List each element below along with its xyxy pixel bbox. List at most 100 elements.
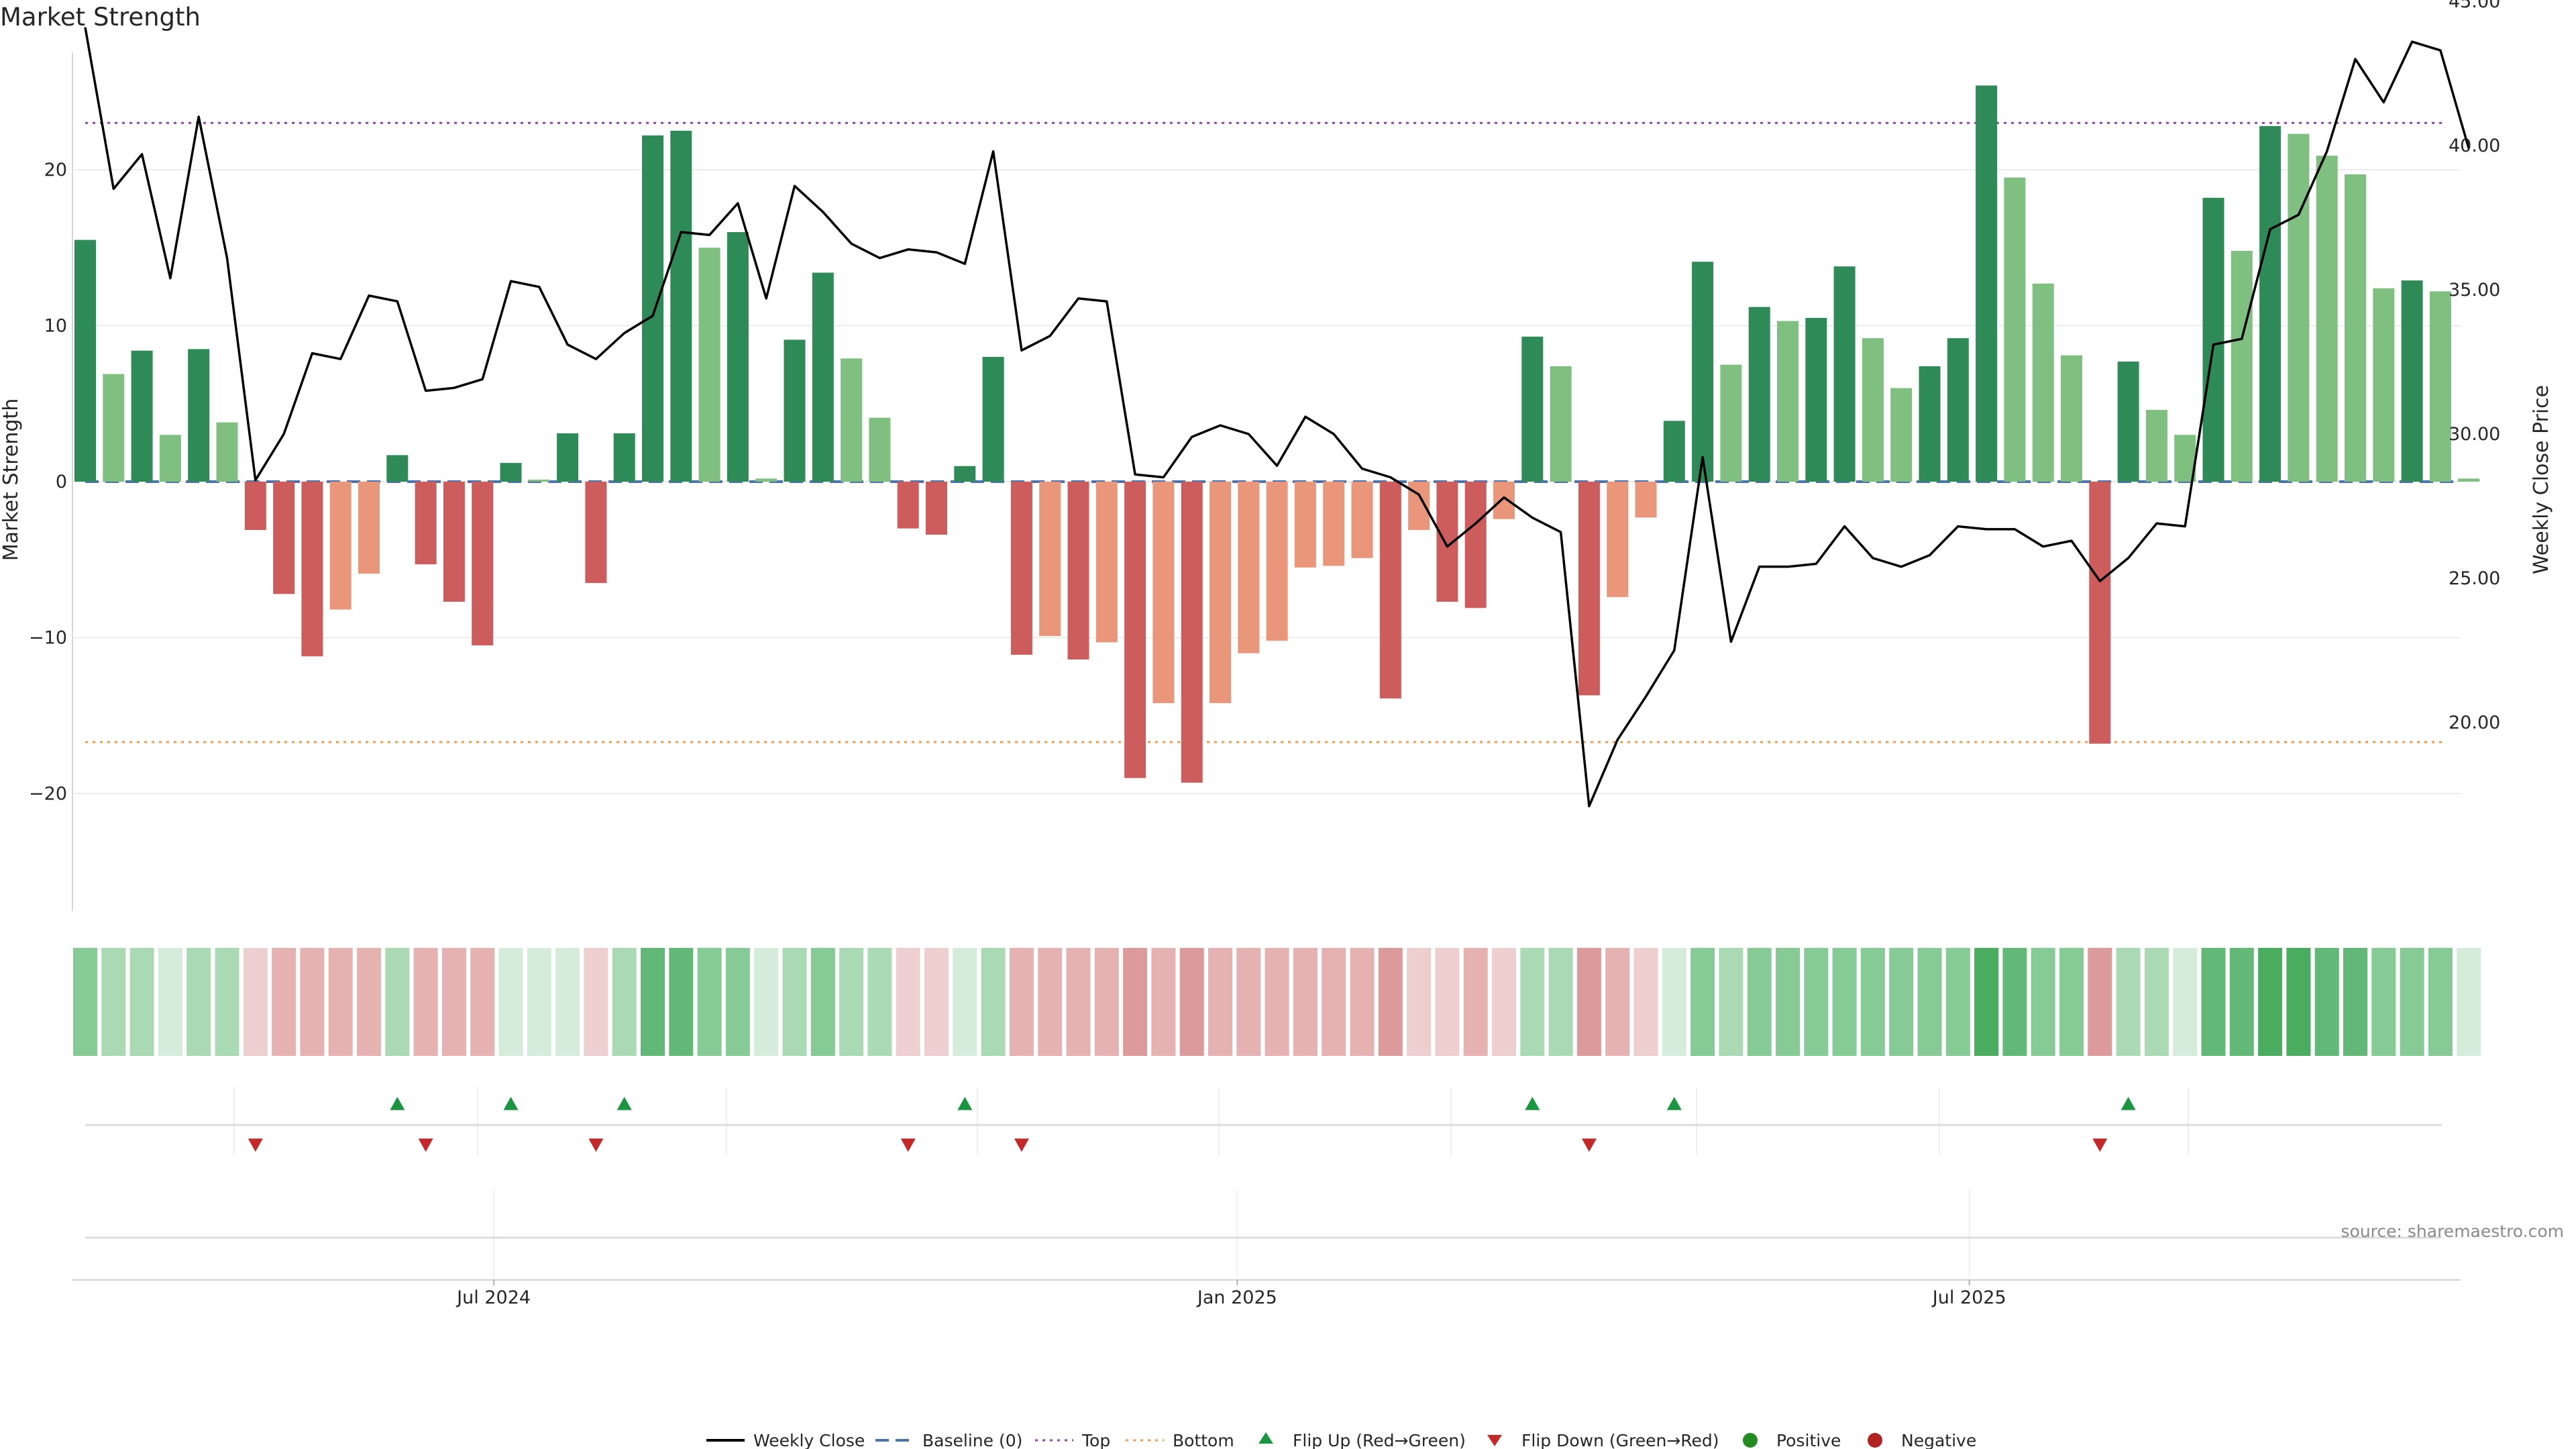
strength-bar (1692, 262, 1714, 482)
strength-bars (74, 85, 2480, 783)
strength-bar (812, 272, 834, 482)
heat-cell (441, 948, 466, 1056)
strength-bar (727, 232, 749, 482)
legend-item-label: Bottom (1173, 1431, 1234, 1449)
strength-bar (642, 135, 663, 482)
heat-cell (2201, 948, 2226, 1056)
strength-bar (159, 435, 181, 482)
legend-item-label: Baseline (0) (922, 1431, 1022, 1449)
flip-down-marker (1014, 1138, 1029, 1152)
y-axis-label-right: Weekly Close Price (2530, 385, 2553, 574)
heat-cell (101, 948, 126, 1056)
heat-cell (1776, 948, 1800, 1056)
strength-bar (443, 482, 465, 602)
strength-bar (1095, 482, 1118, 643)
legend-item-label: Flip Up (Red→Green) (1293, 1431, 1466, 1449)
heat-cell (1463, 948, 1488, 1056)
heat-cell (1350, 948, 1375, 1056)
heat-cell (186, 948, 211, 1056)
heat-cell (981, 948, 1006, 1056)
strength-bar (1919, 366, 1941, 482)
heat-cell (1236, 948, 1261, 1056)
strength-heat-strip (73, 948, 2481, 1056)
heat-cell (867, 948, 892, 1056)
legend-item: Bottom (1126, 1431, 1234, 1449)
strength-bar (1862, 338, 1884, 482)
strength-bar (244, 482, 266, 531)
heat-cell (725, 948, 750, 1056)
strength-bar (2231, 250, 2253, 482)
heat-cell (782, 948, 807, 1056)
strength-bar (1181, 482, 1203, 783)
heat-cell (2059, 948, 2084, 1056)
strength-bar (1152, 482, 1175, 704)
flip-down-marker (900, 1138, 916, 1152)
strength-bar (1067, 482, 1089, 660)
heat-cell (2229, 948, 2254, 1056)
heat-cell (1860, 948, 1885, 1056)
strength-bar (273, 482, 295, 594)
heat-cell (1548, 948, 1573, 1056)
strength-bar (1777, 321, 1799, 482)
legend-item-label: Negative (1901, 1431, 1976, 1449)
strength-bar (897, 482, 919, 529)
heat-cell (2400, 948, 2424, 1056)
heat-cell (953, 948, 977, 1056)
heat-cell (555, 948, 580, 1056)
heat-cell (300, 948, 325, 1056)
strength-bar (188, 349, 210, 482)
heat-cell (810, 948, 835, 1056)
strength-bar (869, 417, 891, 482)
heat-cell (215, 948, 239, 1056)
x-tick-label: Jan 2025 (1196, 1287, 1277, 1308)
strength-bar (1833, 266, 1856, 482)
heat-cell (2088, 948, 2112, 1056)
strength-bar (1493, 482, 1515, 519)
heat-cell (1605, 948, 1630, 1056)
y-tick-label: 20 (44, 160, 67, 180)
strength-bar (386, 455, 409, 482)
heat-cell (1322, 948, 1346, 1056)
heat-cell (641, 948, 665, 1056)
strength-bar (1578, 482, 1600, 696)
legend-item: Positive (1743, 1431, 1841, 1449)
strength-bar (1238, 482, 1260, 653)
heat-cell (612, 948, 637, 1056)
heat-cell (584, 948, 608, 1056)
y-right-tick-label: 45.00 (2449, 0, 2500, 12)
heat-cell (839, 948, 864, 1056)
heat-cell (357, 948, 381, 1056)
heat-cell (1520, 948, 1545, 1056)
strength-bar (1379, 482, 1401, 699)
strength-bar (926, 482, 947, 535)
heat-cell (1889, 948, 1914, 1056)
flip-up-marker (957, 1097, 973, 1110)
strength-bar (2259, 125, 2282, 482)
strength-bar (1635, 482, 1657, 518)
strength-bar (982, 357, 1004, 482)
strength-bar (698, 248, 720, 482)
legend-flip-up-swatch (1258, 1432, 1273, 1444)
legend: Weekly Close Baseline (0) Top Bottom Flip Up… (706, 1431, 1976, 1449)
strength-bar (585, 482, 607, 584)
heat-cell (1293, 948, 1318, 1056)
heat-cell (272, 948, 297, 1056)
heat-cell (1038, 948, 1063, 1056)
heat-cell (1151, 948, 1176, 1056)
strength-bar (1890, 388, 1913, 482)
strength-bar (1294, 482, 1316, 568)
heat-cell (470, 948, 495, 1056)
flip-up-marker (616, 1097, 632, 1110)
strength-bar (1323, 482, 1345, 566)
legend-item: Top (1035, 1431, 1110, 1449)
strength-bar (415, 482, 437, 565)
legend-positive-swatch (1743, 1433, 1758, 1448)
legend-item: Baseline (0) (875, 1431, 1022, 1449)
strength-bar (329, 482, 352, 610)
heat-cell (1407, 948, 1432, 1056)
strength-bar (2288, 133, 2310, 482)
heat-cell (1662, 948, 1686, 1056)
strength-bar (358, 482, 380, 574)
strength-bar (1266, 482, 1288, 641)
